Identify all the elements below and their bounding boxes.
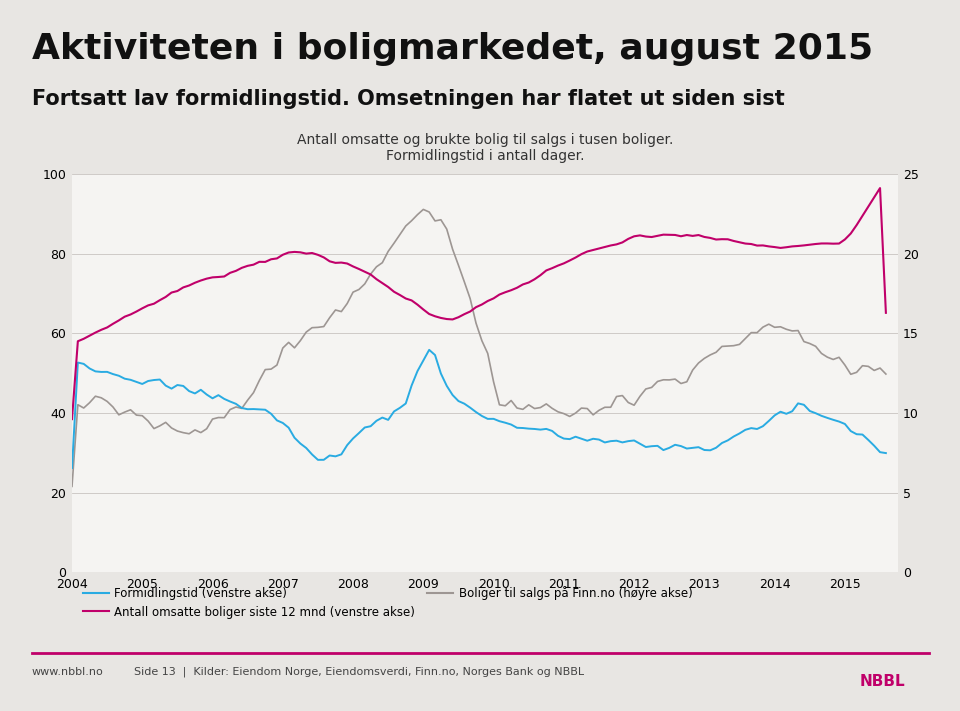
Text: Side 13  |  Kilder: Eiendom Norge, Eiendomsverdi, Finn.no, Norges Bank og NBBL: Side 13 | Kilder: Eiendom Norge, Eiendom… <box>134 667 585 678</box>
Text: Aktiviteten i boligmarkedet, august 2015: Aktiviteten i boligmarkedet, august 2015 <box>32 32 873 66</box>
Text: NBBL: NBBL <box>859 674 905 689</box>
Legend: Formidlingstid (venstre akse), Antall omsatte boliger siste 12 mnd (venstre akse: Formidlingstid (venstre akse), Antall om… <box>78 581 698 624</box>
Title: Antall omsatte og brukte bolig til salgs i tusen boliger.
Formidlingstid i antal: Antall omsatte og brukte bolig til salgs… <box>297 133 673 164</box>
Text: Fortsatt lav formidlingstid. Omsetningen har flatet ut siden sist: Fortsatt lav formidlingstid. Omsetningen… <box>32 89 784 109</box>
Text: www.nbbl.no: www.nbbl.no <box>32 667 104 677</box>
